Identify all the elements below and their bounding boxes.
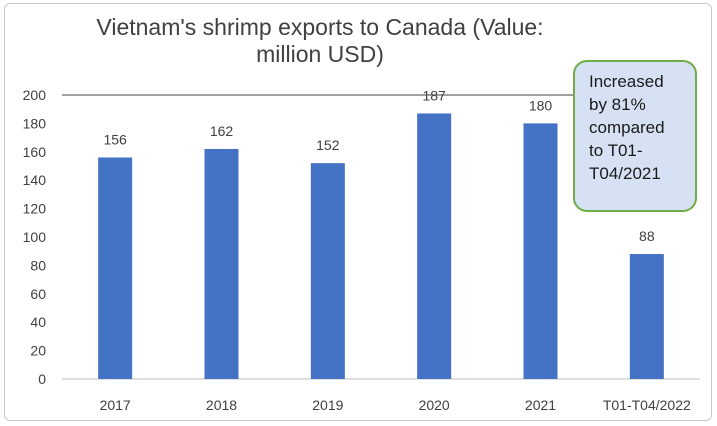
data-label: 187 bbox=[422, 87, 446, 103]
x-tick-label: 2020 bbox=[419, 397, 450, 413]
data-label: 180 bbox=[529, 97, 553, 113]
x-tick-label: 2019 bbox=[312, 397, 343, 413]
bar-2021 bbox=[523, 123, 558, 380]
bar-2017 bbox=[98, 157, 133, 379]
bar-2018 bbox=[204, 148, 239, 379]
data-label: 156 bbox=[103, 131, 127, 147]
y-tick-label: 0 bbox=[38, 371, 46, 387]
bar-2020 bbox=[417, 113, 452, 380]
y-tick-label: 160 bbox=[23, 144, 47, 160]
y-tick-label: 180 bbox=[23, 115, 47, 131]
annotation-callout: Increased by 81% compared to T01- T04/20… bbox=[573, 60, 697, 212]
x-tick-label: 2018 bbox=[206, 397, 237, 413]
y-tick-label: 80 bbox=[30, 257, 46, 273]
y-tick-label: 140 bbox=[23, 172, 47, 188]
data-label: 152 bbox=[316, 137, 340, 153]
data-label: 88 bbox=[639, 228, 655, 244]
y-tick-label: 120 bbox=[23, 201, 47, 217]
chart-title: Vietnam's shrimp exports to Canada (Valu… bbox=[96, 14, 544, 67]
y-tick-label: 200 bbox=[23, 87, 47, 103]
bar-t01-t04-2022 bbox=[629, 254, 664, 379]
data-label: 162 bbox=[210, 123, 234, 139]
x-tick-label: 2021 bbox=[525, 397, 556, 413]
y-tick-label: 100 bbox=[23, 229, 47, 245]
y-tick-label: 20 bbox=[30, 343, 46, 359]
x-tick-label: T01-T04/2022 bbox=[603, 397, 691, 413]
bar-2019 bbox=[310, 163, 345, 379]
y-tick-label: 40 bbox=[30, 314, 46, 330]
x-tick-label: 2017 bbox=[100, 397, 131, 413]
y-tick-label: 60 bbox=[30, 286, 46, 302]
